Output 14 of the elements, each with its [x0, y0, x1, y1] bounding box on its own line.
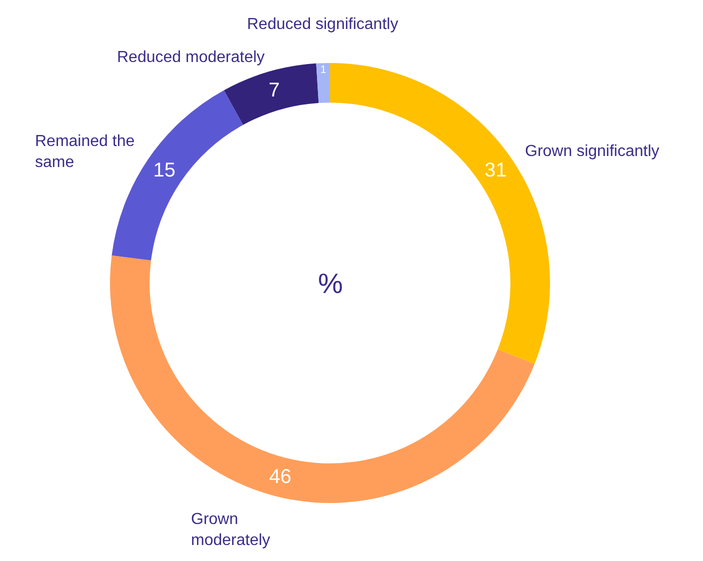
data-label: 46	[269, 466, 292, 488]
slice-label: Remained the same	[35, 133, 135, 171]
slice-label: Reduced moderately	[117, 49, 265, 66]
slice-label: Reduced significantly	[247, 16, 398, 33]
donut-slice	[110, 255, 535, 503]
slice-label: Grown significantly	[525, 143, 660, 160]
donut-slice	[112, 90, 244, 260]
slice-label: Grown moderately	[191, 511, 270, 549]
data-label: 31	[484, 159, 507, 182]
text: %	[318, 268, 343, 299]
data-label: 15	[153, 159, 176, 182]
data-label: 1	[320, 64, 326, 76]
donut-slice	[316, 63, 330, 103]
data-label: 7	[268, 80, 280, 102]
